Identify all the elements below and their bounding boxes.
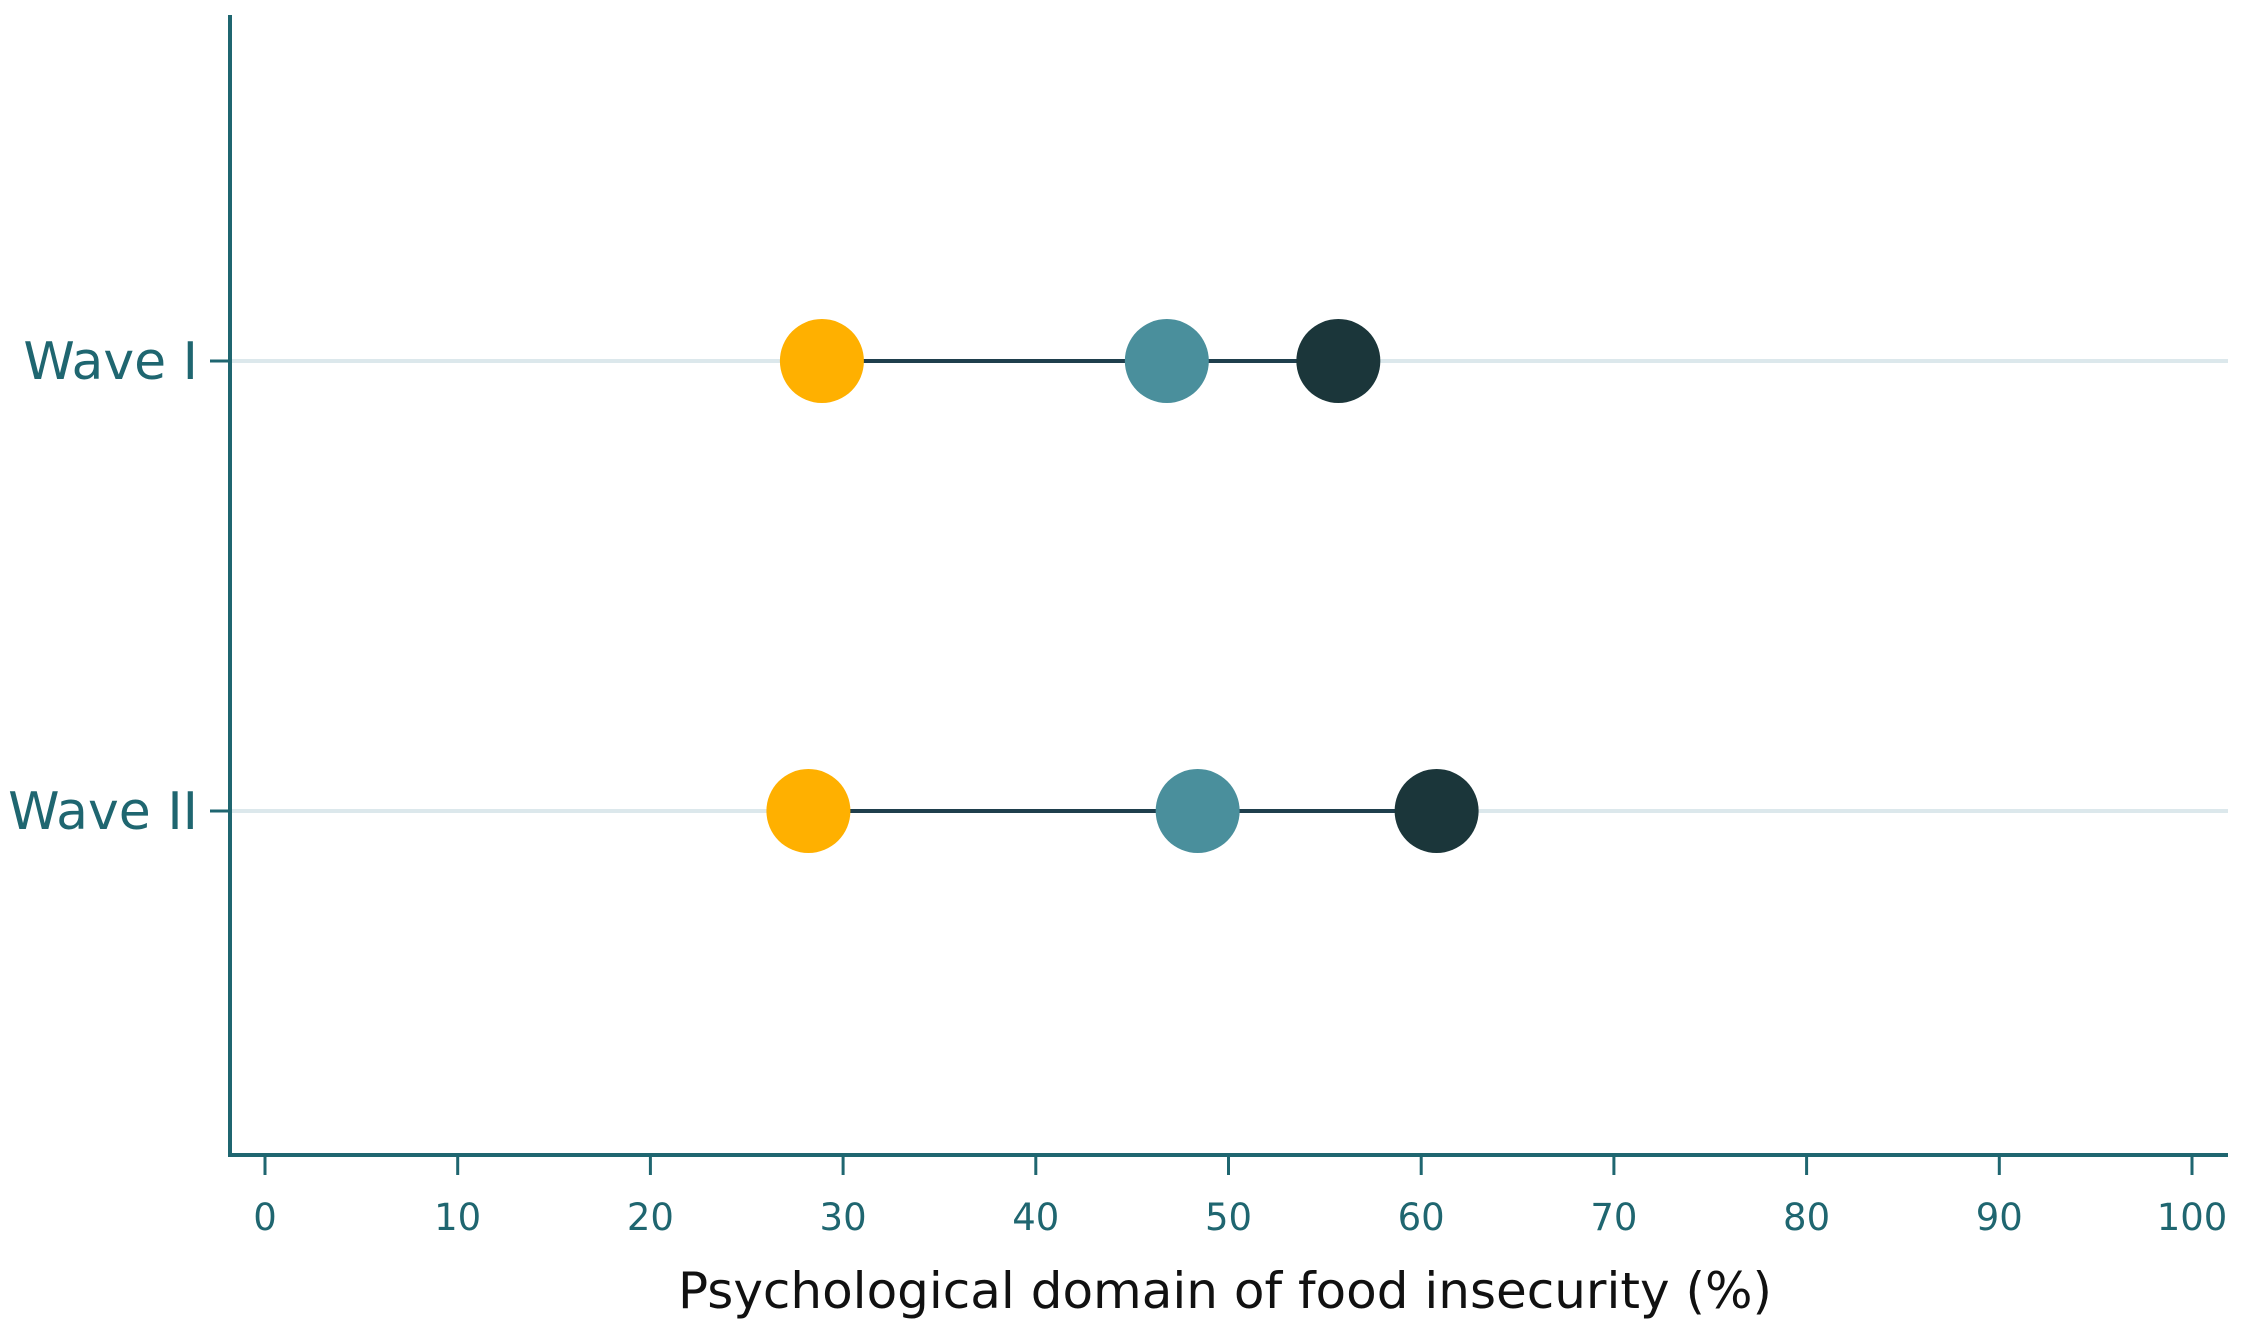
x-tick-label: 30 — [820, 1196, 867, 1239]
data-point — [1155, 769, 1240, 853]
x-tick-label: 0 — [253, 1196, 277, 1239]
gridlines — [230, 359, 2228, 813]
y-tick-label: Wave I — [23, 332, 198, 392]
x-tick-label: 50 — [1205, 1196, 1252, 1239]
data-point — [1296, 319, 1381, 403]
data-point — [1394, 769, 1479, 853]
x-tick-label: 90 — [1976, 1196, 2023, 1239]
x-tick-label: 40 — [1012, 1196, 1059, 1239]
data-point — [1124, 319, 1209, 403]
y-tick-label: Wave II — [8, 782, 198, 842]
y-ticks: Wave I Wave II — [8, 332, 230, 842]
x-ticks: 0 10 20 30 40 50 60 70 80 90 100 — [253, 1155, 2227, 1239]
x-tick-label: 100 — [2157, 1196, 2228, 1239]
connector-lines — [808, 359, 1437, 813]
x-tick-label: 10 — [434, 1196, 481, 1239]
data-points — [766, 319, 1479, 853]
axes — [228, 15, 2228, 1157]
x-tick-label: 20 — [627, 1196, 674, 1239]
x-tick-label: 70 — [1590, 1196, 1637, 1239]
x-axis-title: Psychological domain of food insecurity … — [678, 1262, 1772, 1320]
data-point — [779, 319, 864, 403]
data-point — [766, 769, 851, 853]
x-tick-label: 80 — [1783, 1196, 1830, 1239]
x-tick-label: 60 — [1398, 1196, 1445, 1239]
